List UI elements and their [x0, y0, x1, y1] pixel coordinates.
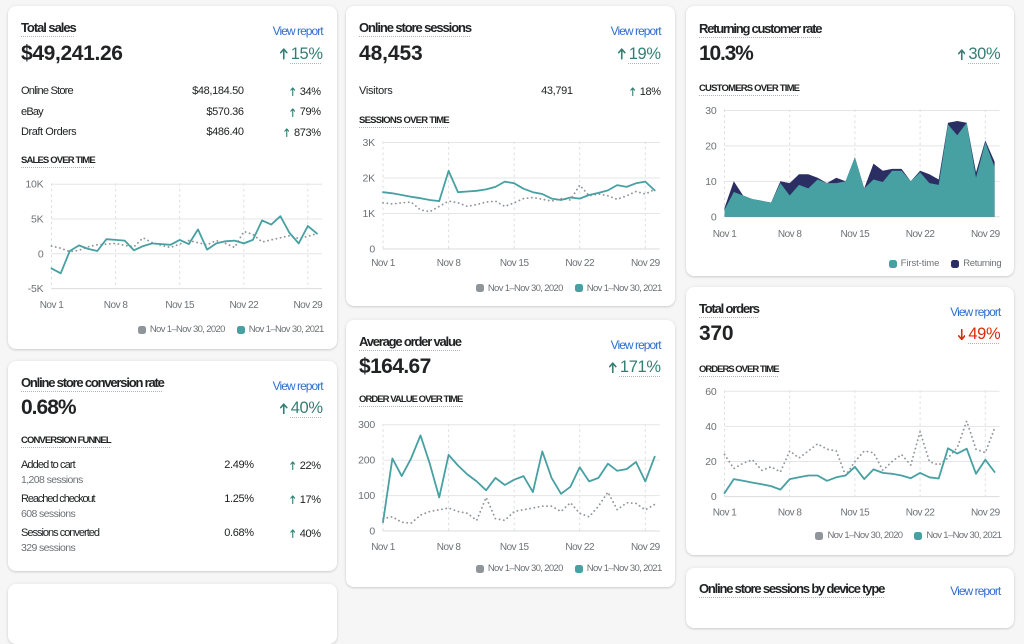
svg-text:40: 40 [705, 421, 717, 433]
svg-text:0: 0 [369, 244, 375, 256]
svg-text:Nov 15: Nov 15 [500, 258, 530, 269]
svg-text:Nov 1: Nov 1 [371, 258, 396, 269]
svg-text:Nov 22: Nov 22 [565, 258, 595, 269]
svg-text:200: 200 [358, 454, 375, 466]
svg-text:300: 300 [358, 419, 375, 431]
svg-text:Nov 8: Nov 8 [778, 508, 803, 519]
svg-text:20: 20 [705, 140, 717, 152]
svg-text:0: 0 [38, 248, 44, 260]
svg-text:100: 100 [358, 490, 375, 502]
svg-text:Nov 15: Nov 15 [165, 300, 195, 311]
svg-text:Nov 15: Nov 15 [841, 508, 871, 519]
svg-text:30: 30 [705, 105, 717, 117]
svg-text:5K: 5K [31, 214, 44, 226]
svg-text:0: 0 [711, 211, 717, 223]
svg-text:-5K: -5K [28, 283, 44, 295]
svg-text:3K: 3K [363, 137, 376, 149]
svg-text:Nov 8: Nov 8 [437, 258, 462, 269]
svg-text:Nov 29: Nov 29 [293, 300, 323, 311]
svg-text:Nov 22: Nov 22 [906, 508, 936, 519]
svg-text:Nov 22: Nov 22 [229, 300, 259, 311]
svg-text:Nov 29: Nov 29 [971, 229, 1001, 240]
svg-text:Nov 29: Nov 29 [971, 508, 1001, 519]
svg-text:Nov 29: Nov 29 [631, 542, 661, 553]
svg-text:0: 0 [711, 491, 717, 503]
svg-text:2K: 2K [363, 173, 376, 185]
svg-text:Nov 8: Nov 8 [778, 229, 803, 240]
svg-text:Nov 1: Nov 1 [713, 508, 738, 519]
svg-text:0: 0 [369, 525, 375, 537]
svg-text:60: 60 [705, 386, 717, 398]
svg-text:Nov 22: Nov 22 [906, 229, 936, 240]
svg-text:Nov 15: Nov 15 [841, 229, 871, 240]
svg-text:Nov 29: Nov 29 [631, 258, 661, 269]
svg-text:Nov 8: Nov 8 [104, 300, 129, 311]
svg-text:Nov 1: Nov 1 [40, 300, 65, 311]
svg-text:Nov 8: Nov 8 [437, 542, 462, 553]
svg-text:1K: 1K [363, 208, 376, 220]
svg-text:Nov 15: Nov 15 [500, 542, 530, 553]
svg-text:Nov 1: Nov 1 [371, 542, 396, 553]
svg-text:10: 10 [705, 176, 717, 188]
svg-text:10K: 10K [25, 179, 43, 191]
svg-text:Nov 22: Nov 22 [565, 542, 595, 553]
svg-text:20: 20 [705, 456, 717, 468]
svg-text:Nov 1: Nov 1 [713, 229, 738, 240]
